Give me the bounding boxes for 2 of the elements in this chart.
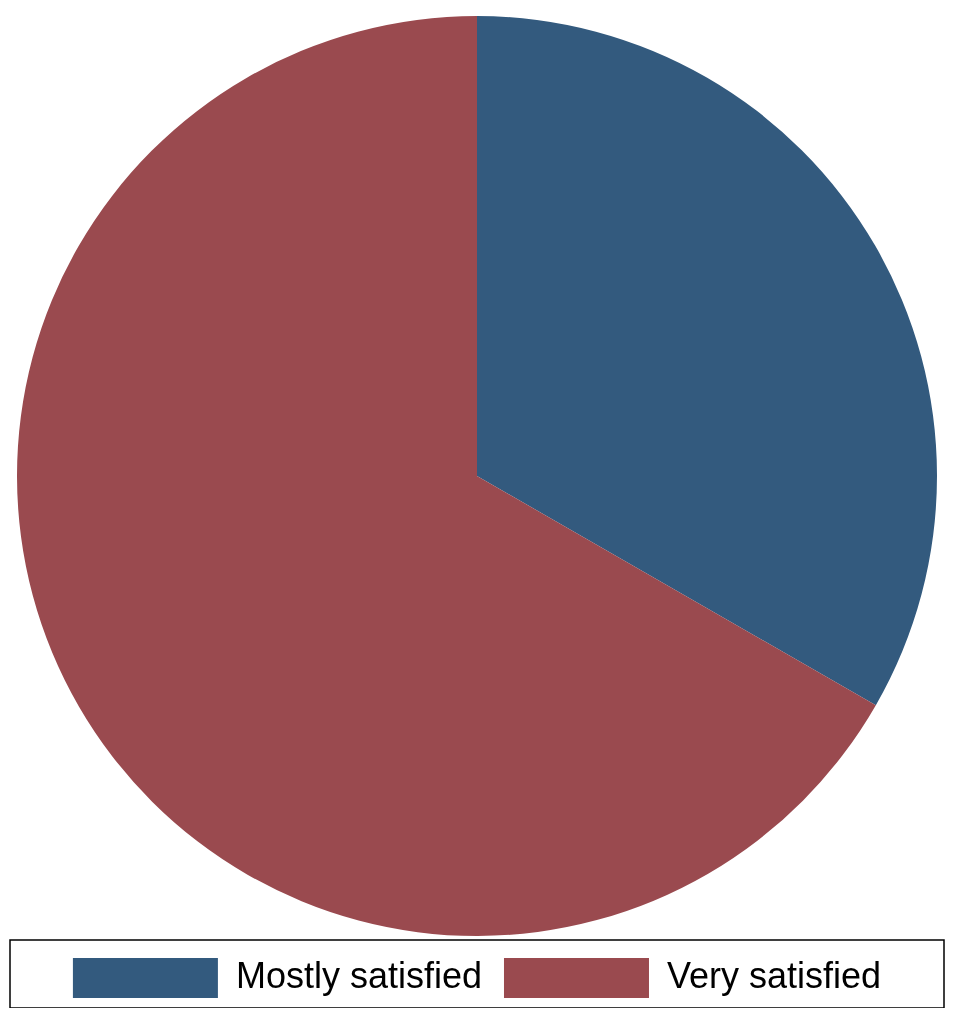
legend-label: Mostly satisfied xyxy=(235,954,482,996)
legend-label: Very satisfied xyxy=(666,954,882,996)
